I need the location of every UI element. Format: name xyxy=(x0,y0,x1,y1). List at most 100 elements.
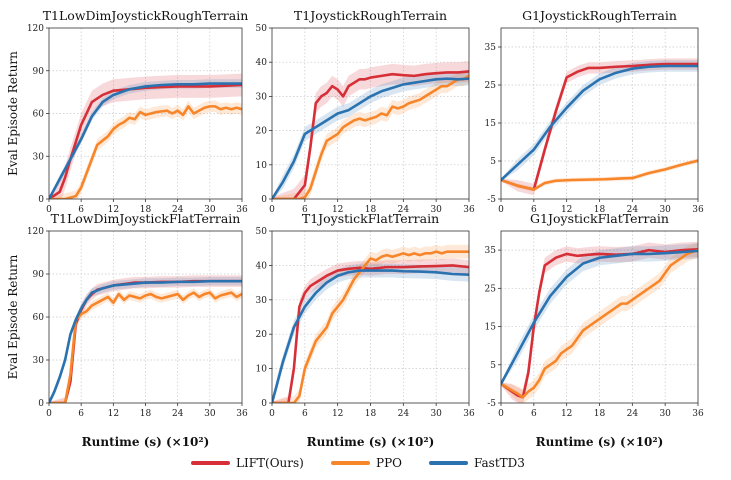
x-tick-label: 0 xyxy=(46,409,52,419)
y-tick-label: 5 xyxy=(490,157,496,167)
y-axis-label: Eval Episode Return xyxy=(6,254,20,379)
y-tick-label: 20 xyxy=(256,127,268,137)
y-tick-label: 0 xyxy=(38,195,44,205)
band-ppo xyxy=(272,69,469,199)
x-tick-label: 18 xyxy=(140,205,152,215)
legend-label: FastTD3 xyxy=(474,456,525,470)
legend-label: LIFT(Ours) xyxy=(236,456,304,470)
line-fasttd3 xyxy=(272,77,469,199)
panel-frame xyxy=(500,230,699,404)
x-tick-label: 24 xyxy=(398,205,410,215)
panel-title: T1JoystickFlatTerrain xyxy=(302,211,439,226)
x-tick-label: 0 xyxy=(498,205,504,215)
panel-frame xyxy=(500,27,699,200)
line-ppo xyxy=(501,159,698,191)
line-ppo xyxy=(49,105,242,199)
line-lift-ours- xyxy=(501,62,698,191)
series-group xyxy=(272,61,469,199)
y-tick-label: 30 xyxy=(33,152,45,162)
x-tick-label: 24 xyxy=(627,409,639,419)
x-axis-label: Runtime (s) (×10²) xyxy=(82,435,210,449)
y-tick-label: 30 xyxy=(33,356,45,366)
x-tick-label: 30 xyxy=(430,409,442,419)
y-tick-label: 50 xyxy=(256,227,268,237)
panel-3: G1JoystickRoughTerrain 0 6 12 18 24 30 36 -5 5 15 2… xyxy=(485,8,704,215)
x-tick-label: 0 xyxy=(269,205,275,215)
y-tick-label: 15 xyxy=(485,119,497,129)
x-tick-label: 18 xyxy=(594,409,606,419)
y-tick-label: 35 xyxy=(485,246,497,256)
x-tick-label: 6 xyxy=(531,409,537,419)
x-axis-label: Runtime (s) (×10²) xyxy=(307,435,435,449)
y-tick-label: 120 xyxy=(27,227,44,237)
y-tick-label: 25 xyxy=(485,284,497,294)
line-fasttd3 xyxy=(49,279,242,403)
line-fasttd3 xyxy=(501,64,698,182)
panel-title: T1JoystickRoughTerrain xyxy=(294,8,447,23)
line-lift-ours- xyxy=(272,70,469,199)
x-tick-label: 6 xyxy=(531,205,537,215)
x-tick-label: 18 xyxy=(365,205,377,215)
x-tick-label: 6 xyxy=(302,205,308,215)
y-tick-label: 120 xyxy=(27,24,44,34)
y-tick-label: 60 xyxy=(33,313,45,323)
x-tick-label: 36 xyxy=(236,205,248,215)
x-tick-label: 12 xyxy=(108,205,119,215)
series-group xyxy=(49,73,242,199)
x-tick-label: 6 xyxy=(302,409,308,419)
y-axis-label: Eval Episode Return xyxy=(6,51,20,176)
x-tick-label: 24 xyxy=(172,205,184,215)
x-tick-label: 6 xyxy=(78,205,84,215)
x-tick-label: 18 xyxy=(365,409,377,419)
y-tick-label: 90 xyxy=(33,270,45,280)
y-tick-label: 10 xyxy=(256,365,268,375)
x-tick-label: 36 xyxy=(692,409,704,419)
y-tick-label: 60 xyxy=(33,110,45,120)
x-tick-label: 0 xyxy=(269,409,275,419)
x-tick-label: 24 xyxy=(627,205,639,215)
panel-frame xyxy=(271,230,470,404)
panel-1: T1LowDimJoystickRoughTerrain 0 6 12 18 24 30 36… xyxy=(6,8,248,215)
panel-6: G1JoystickFlatTerrain 0 6 12 18 24 30 36 -5 5 15 25… xyxy=(485,211,704,449)
y-tick-label: 50 xyxy=(256,24,268,34)
y-tick-label: 5 xyxy=(490,361,496,371)
band-fasttd3 xyxy=(272,263,469,403)
panel-title: G1JoystickRoughTerrain xyxy=(522,8,677,23)
x-tick-label: 18 xyxy=(140,409,152,419)
panel-frame xyxy=(271,27,470,200)
y-tick-label: 20 xyxy=(256,330,268,340)
y-tick-label: 0 xyxy=(261,399,267,409)
band-ppo xyxy=(49,100,242,199)
y-tick-label: 25 xyxy=(485,81,497,91)
x-tick-label: 12 xyxy=(332,409,343,419)
x-tick-label: 0 xyxy=(498,409,504,419)
panel-5: T1JoystickFlatTerrain 0 6 12 18 24 30 36 0 10 20 30… xyxy=(256,211,475,449)
y-tick-label: 10 xyxy=(256,161,268,171)
panel-frame xyxy=(48,27,243,200)
y-tick-label: 30 xyxy=(256,296,268,306)
y-tick-label: 0 xyxy=(261,195,267,205)
panel-4: T1LowDimJoystickFlatTerrain 0 6 12 18 24 30 36 0… xyxy=(6,211,248,449)
x-tick-label: 36 xyxy=(463,409,475,419)
line-ppo xyxy=(272,250,469,403)
y-tick-label: -5 xyxy=(487,399,496,409)
legend-label: PPO xyxy=(376,456,402,470)
y-tick-label: 40 xyxy=(256,58,268,68)
x-tick-label: 12 xyxy=(561,409,572,419)
series-group xyxy=(49,275,242,403)
x-tick-label: 36 xyxy=(692,205,704,215)
y-tick-label: 0 xyxy=(38,399,44,409)
x-axis-label: Runtime (s) (×10²) xyxy=(536,435,664,449)
series-group xyxy=(501,241,698,403)
y-tick-label: 40 xyxy=(256,261,268,271)
panel-title: T1LowDimJoystickRoughTerrain xyxy=(43,8,249,23)
line-fasttd3 xyxy=(49,82,242,199)
panel-title: T1LowDimJoystickFlatTerrain xyxy=(51,211,241,226)
legend: LIFT(Ours) PPO FastTD3 xyxy=(191,456,525,470)
x-tick-label: 30 xyxy=(430,205,442,215)
x-tick-label: 30 xyxy=(204,205,216,215)
x-tick-label: 36 xyxy=(463,205,475,215)
x-tick-label: 12 xyxy=(108,409,119,419)
x-tick-label: 6 xyxy=(78,409,84,419)
